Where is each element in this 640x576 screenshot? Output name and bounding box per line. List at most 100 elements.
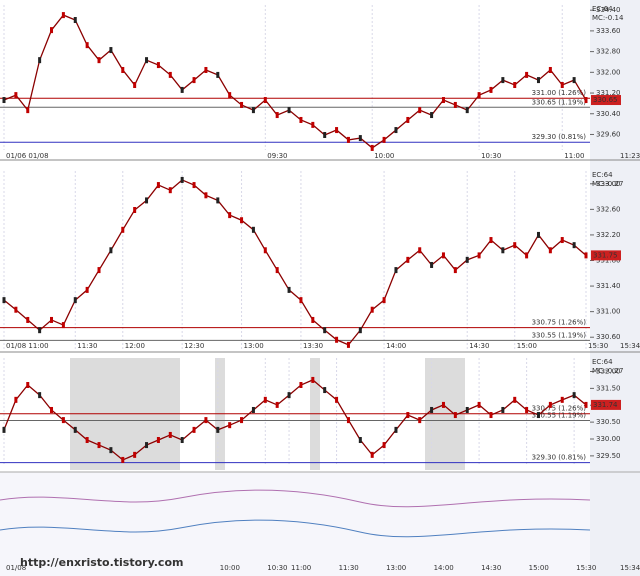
price-candle bbox=[240, 417, 244, 424]
price-candle bbox=[275, 112, 279, 119]
y-tick-label: 331.40 bbox=[596, 282, 621, 290]
price-candle bbox=[323, 131, 327, 138]
price-candle bbox=[275, 267, 279, 274]
price-candle bbox=[61, 12, 65, 19]
y-tick-label: 334.40 bbox=[596, 6, 621, 14]
price-candle bbox=[240, 101, 244, 108]
x-tick-label: 10:00 bbox=[220, 564, 240, 572]
y-tick-label: 330.60 bbox=[596, 333, 621, 341]
price-candle bbox=[85, 42, 89, 49]
price-candle bbox=[228, 92, 232, 99]
price-candle bbox=[382, 297, 386, 304]
price-candle bbox=[525, 406, 529, 413]
y-tick-label: 333.60 bbox=[596, 27, 621, 35]
price-candle bbox=[418, 107, 422, 114]
price-line bbox=[3, 14, 587, 149]
price-candle bbox=[477, 92, 481, 99]
price-candle bbox=[145, 442, 149, 449]
x-tick-label: 11:00 bbox=[564, 152, 584, 160]
price-candle bbox=[168, 187, 172, 194]
price-candle bbox=[560, 237, 564, 244]
price-candle bbox=[311, 121, 315, 128]
x-tick-label: 12:30 bbox=[184, 342, 204, 350]
price-candle bbox=[97, 267, 101, 274]
price-candle bbox=[477, 252, 481, 259]
oscillator-panel bbox=[0, 472, 590, 576]
price-candle bbox=[38, 392, 42, 399]
x-tick-label: 14:00 bbox=[386, 342, 406, 350]
price-candle bbox=[335, 127, 339, 134]
y-tick-label: 331.50 bbox=[596, 384, 621, 392]
price-candle bbox=[145, 57, 149, 64]
y-tick-label: 333.00 bbox=[596, 180, 621, 188]
price-candle bbox=[50, 27, 54, 34]
price-candle bbox=[180, 437, 184, 444]
price-candle bbox=[97, 442, 101, 449]
price-candle bbox=[287, 286, 291, 293]
reference-label: 330.55 (1.19%) bbox=[532, 331, 587, 339]
indicator-label: EC:64 bbox=[592, 358, 613, 366]
reference-label: 330.65 (1.19%) bbox=[532, 98, 587, 106]
price-candle bbox=[560, 396, 564, 403]
price-candle bbox=[61, 322, 65, 329]
price-candle bbox=[489, 237, 493, 244]
price-candle bbox=[204, 192, 208, 199]
price-candle bbox=[121, 226, 125, 233]
current-price-label: 331.74 bbox=[593, 401, 618, 409]
price-candle bbox=[465, 107, 469, 114]
x-tick-label: 11:30 bbox=[339, 564, 359, 572]
price-candle bbox=[26, 382, 30, 388]
price-candle bbox=[61, 417, 65, 424]
oscillator-line bbox=[0, 519, 591, 538]
price-candle bbox=[145, 197, 149, 204]
price-line bbox=[3, 379, 587, 461]
price-candle bbox=[358, 135, 362, 142]
price-candle bbox=[430, 112, 434, 119]
price-candle bbox=[85, 286, 89, 293]
price-candle bbox=[251, 406, 255, 413]
price-candle bbox=[180, 86, 184, 93]
price-candle bbox=[180, 176, 184, 183]
price-candle bbox=[240, 217, 244, 224]
reference-label: 331.00 (1.26%) bbox=[532, 89, 587, 97]
x-tick-label: 10:30 bbox=[267, 564, 287, 572]
price-candle bbox=[251, 107, 255, 114]
y-tick-label: 329.60 bbox=[596, 130, 621, 138]
price-candle bbox=[548, 401, 552, 408]
y-tick-label: 329.50 bbox=[596, 452, 621, 460]
price-candle bbox=[394, 267, 398, 274]
x-tick-label: 14:30 bbox=[481, 564, 501, 572]
price-candle bbox=[453, 412, 457, 419]
price-candle bbox=[548, 66, 552, 73]
price-candle bbox=[299, 116, 303, 123]
y-tick-label: 332.80 bbox=[596, 48, 621, 56]
price-candle bbox=[584, 252, 588, 259]
y-tick-label: 330.00 bbox=[596, 435, 621, 443]
price-candle bbox=[228, 212, 232, 219]
x-tick-label: 15:30 bbox=[576, 564, 596, 572]
price-candle bbox=[382, 136, 386, 143]
price-candle bbox=[572, 77, 576, 84]
price-candle bbox=[38, 327, 42, 334]
price-candle bbox=[192, 182, 196, 189]
price-candle bbox=[311, 316, 315, 323]
price-candle bbox=[73, 17, 77, 24]
reference-label: 329.30 (0.81%) bbox=[532, 133, 587, 141]
price-candle bbox=[536, 77, 540, 84]
price-candle bbox=[525, 71, 529, 78]
y-tick-label: 330.50 bbox=[596, 418, 621, 426]
price-candle bbox=[109, 47, 113, 54]
y-tick-label: 331.80 bbox=[596, 257, 621, 265]
price-candle bbox=[441, 401, 445, 408]
indicator-label: EC:64 bbox=[592, 171, 613, 179]
price-candle bbox=[501, 77, 505, 84]
current-time: 11:23 bbox=[620, 152, 640, 160]
price-candle bbox=[465, 256, 469, 263]
price-candle bbox=[572, 242, 576, 249]
price-candle bbox=[109, 447, 113, 454]
price-candle bbox=[370, 451, 374, 458]
x-tick-label: 13:00 bbox=[386, 564, 406, 572]
y-tick-label: 332.20 bbox=[596, 231, 621, 239]
price-candle bbox=[335, 396, 339, 403]
